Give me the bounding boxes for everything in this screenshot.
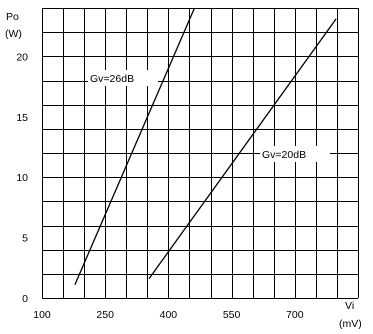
series-label-background	[260, 146, 330, 162]
x-axis-unit: (mV)	[339, 318, 362, 330]
series-line	[74, 7, 196, 285]
y-tick-label: 15	[16, 112, 28, 124]
series-label: Gv=26dB	[90, 73, 134, 85]
x-tick-label: 550	[223, 309, 241, 321]
series-label-background	[88, 70, 158, 86]
x-axis-label: Vi	[345, 300, 354, 312]
y-tick-label: 10	[16, 172, 28, 184]
chart-tick-labels: 100 250 400 550 700 0 5 10 15 20	[16, 51, 303, 321]
y-tick-label: 20	[16, 51, 28, 63]
series-line	[148, 18, 337, 280]
x-tick-label: 400	[160, 309, 178, 321]
x-tick-label: 700	[286, 309, 304, 321]
x-tick-label: 100	[33, 309, 51, 321]
chart-series: Gv=26dB Gv=20dB	[74, 7, 337, 285]
x-tick-label: 250	[96, 309, 114, 321]
y-axis-unit: (W)	[5, 28, 22, 40]
y-tick-label: 0	[22, 293, 28, 305]
y-axis-label: Po	[6, 11, 19, 23]
y-tick-label: 5	[22, 233, 28, 245]
series-label: Gv=20dB	[262, 149, 306, 161]
